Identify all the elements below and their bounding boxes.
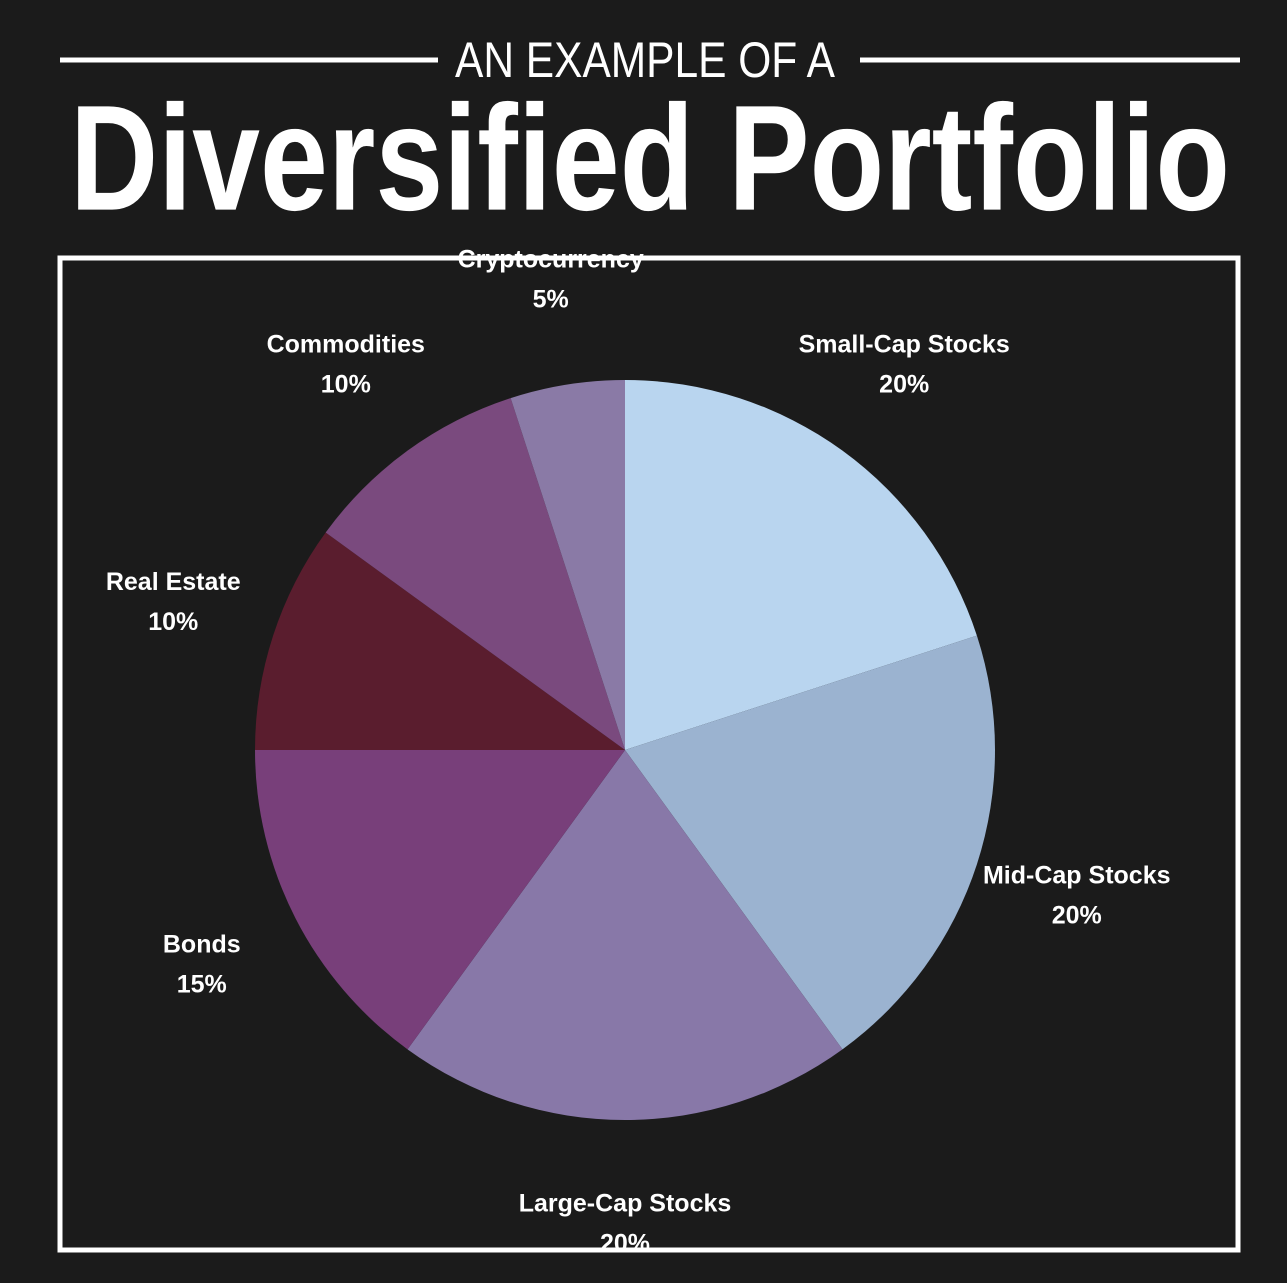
pie-slice: [407, 750, 843, 1121]
slice-label: Cryptocurrency: [458, 245, 644, 273]
value-label: 20%: [1052, 901, 1102, 929]
slice-label: Commodities: [267, 330, 425, 358]
pie-slice: [625, 380, 977, 750]
value-label: 10%: [148, 608, 198, 636]
value-label: 5%: [533, 285, 569, 313]
pie-slice: [255, 532, 625, 750]
value-label: 15%: [177, 970, 227, 998]
value-label: 20%: [600, 1230, 650, 1258]
slice-label: Small-Cap Stocks: [799, 330, 1010, 358]
slice-label: Large-Cap Stocks: [519, 1190, 732, 1218]
chart-title: Diversified Portfolio: [70, 74, 1230, 242]
frame: [57, 255, 1241, 1253]
slice-label: Real Estate: [106, 568, 241, 596]
pie-slice: [510, 380, 625, 750]
value-label: 20%: [879, 370, 929, 398]
chart-subtitle: AN EXAMPLE OF A: [455, 32, 836, 88]
pie-slice: [255, 750, 625, 1050]
pie-slice: [325, 398, 625, 750]
value-label: 10%: [321, 370, 371, 398]
slice-label: Bonds: [163, 930, 241, 958]
pie-slice: [625, 635, 995, 1050]
slice-label: Mid-Cap Stocks: [983, 861, 1171, 889]
